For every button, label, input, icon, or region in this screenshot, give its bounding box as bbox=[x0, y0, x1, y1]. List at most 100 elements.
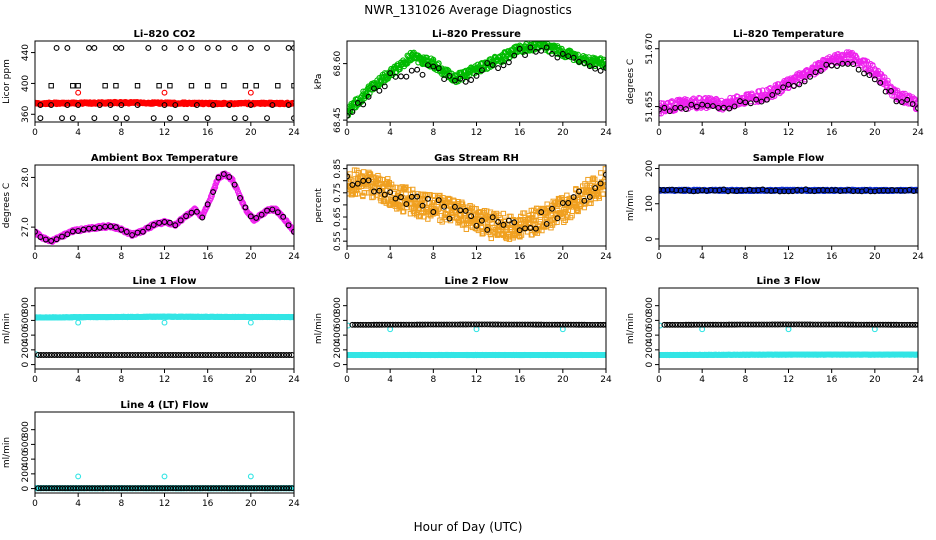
data-point bbox=[581, 60, 588, 66]
data-point bbox=[769, 91, 776, 98]
data-point bbox=[69, 115, 76, 122]
x-tick-label: 12 bbox=[159, 375, 170, 385]
data-point bbox=[353, 187, 359, 194]
data-point bbox=[123, 228, 130, 235]
data-point bbox=[565, 53, 572, 60]
data-point bbox=[884, 77, 891, 84]
data-point bbox=[451, 77, 458, 84]
panel-title: Line 1 Flow bbox=[133, 276, 197, 287]
data-point bbox=[91, 115, 98, 122]
data-point bbox=[354, 180, 361, 187]
data-point bbox=[75, 83, 81, 89]
data-point bbox=[595, 190, 601, 196]
data-point bbox=[414, 193, 421, 200]
data-point bbox=[166, 219, 173, 226]
data-point bbox=[231, 181, 238, 188]
data-point bbox=[817, 67, 824, 74]
data-point bbox=[790, 83, 797, 89]
data-point bbox=[731, 103, 738, 110]
data-point bbox=[78, 352, 85, 358]
x-tick-label: 20 bbox=[245, 128, 257, 138]
data-point bbox=[473, 222, 480, 229]
panel-title: Li–820 Pressure bbox=[432, 29, 521, 40]
data-point bbox=[161, 89, 168, 96]
data-point bbox=[365, 93, 372, 100]
data-point bbox=[511, 219, 518, 226]
data-point bbox=[175, 352, 182, 358]
data-point bbox=[247, 89, 254, 96]
x-tick-label: 20 bbox=[245, 375, 257, 385]
data-point bbox=[601, 183, 606, 190]
data-point bbox=[576, 58, 582, 65]
series-6 bbox=[37, 115, 294, 122]
data-point bbox=[291, 44, 294, 51]
data-point bbox=[672, 104, 679, 111]
data-point bbox=[667, 99, 674, 105]
data-point bbox=[904, 96, 911, 103]
x-tick-label: 12 bbox=[471, 128, 482, 138]
data-point bbox=[48, 352, 55, 358]
data-point bbox=[121, 352, 128, 358]
data-point bbox=[224, 352, 231, 358]
series-2 bbox=[35, 171, 294, 244]
data-point bbox=[693, 103, 700, 110]
data-point bbox=[247, 44, 254, 51]
plot-area bbox=[347, 321, 606, 359]
data-point bbox=[64, 231, 71, 238]
data-point bbox=[112, 224, 119, 231]
data-point bbox=[478, 217, 485, 224]
plot-area bbox=[659, 186, 918, 195]
data-point bbox=[844, 60, 851, 67]
data-point bbox=[416, 213, 422, 220]
data-point bbox=[403, 201, 410, 208]
data-point bbox=[56, 352, 63, 358]
data-point bbox=[715, 104, 722, 111]
panel-title: Gas Stream RH bbox=[434, 153, 519, 164]
data-point bbox=[866, 72, 873, 79]
data-point bbox=[191, 352, 198, 358]
data-point bbox=[581, 204, 587, 211]
data-point bbox=[102, 83, 108, 89]
data-point bbox=[801, 76, 808, 83]
data-point bbox=[441, 76, 448, 83]
data-point bbox=[148, 352, 155, 358]
data-point bbox=[538, 209, 545, 216]
data-point bbox=[435, 206, 442, 212]
data-point bbox=[105, 352, 112, 358]
x-tick-label: 0 bbox=[32, 252, 38, 262]
y-tick-label: 400 bbox=[21, 326, 31, 343]
plot-area bbox=[659, 49, 918, 117]
data-point bbox=[500, 221, 507, 228]
y-axis-label: degrees C bbox=[626, 59, 636, 104]
data-point bbox=[518, 232, 525, 238]
data-point bbox=[785, 84, 792, 91]
data-point bbox=[527, 225, 534, 231]
data-point bbox=[129, 352, 136, 358]
data-point bbox=[48, 237, 55, 244]
data-point bbox=[597, 180, 604, 187]
data-point bbox=[35, 228, 38, 235]
data-point bbox=[720, 104, 727, 111]
x-tick-label: 4 bbox=[75, 375, 81, 385]
data-point bbox=[215, 174, 222, 181]
data-point bbox=[118, 352, 125, 358]
data-point bbox=[463, 226, 470, 232]
data-point bbox=[96, 102, 103, 108]
data-point bbox=[216, 352, 222, 358]
data-point bbox=[242, 204, 249, 211]
data-point bbox=[167, 83, 173, 89]
data-point bbox=[516, 45, 523, 52]
data-point bbox=[726, 105, 733, 112]
data-point bbox=[522, 52, 529, 59]
data-point bbox=[258, 211, 265, 218]
data-point bbox=[69, 228, 76, 235]
data-point bbox=[204, 115, 211, 122]
data-point bbox=[240, 352, 247, 358]
data-point bbox=[446, 72, 453, 79]
y-tick-label: 0.55 bbox=[333, 231, 343, 251]
data-point bbox=[231, 44, 238, 51]
data-point bbox=[430, 56, 437, 63]
data-point bbox=[570, 194, 577, 201]
